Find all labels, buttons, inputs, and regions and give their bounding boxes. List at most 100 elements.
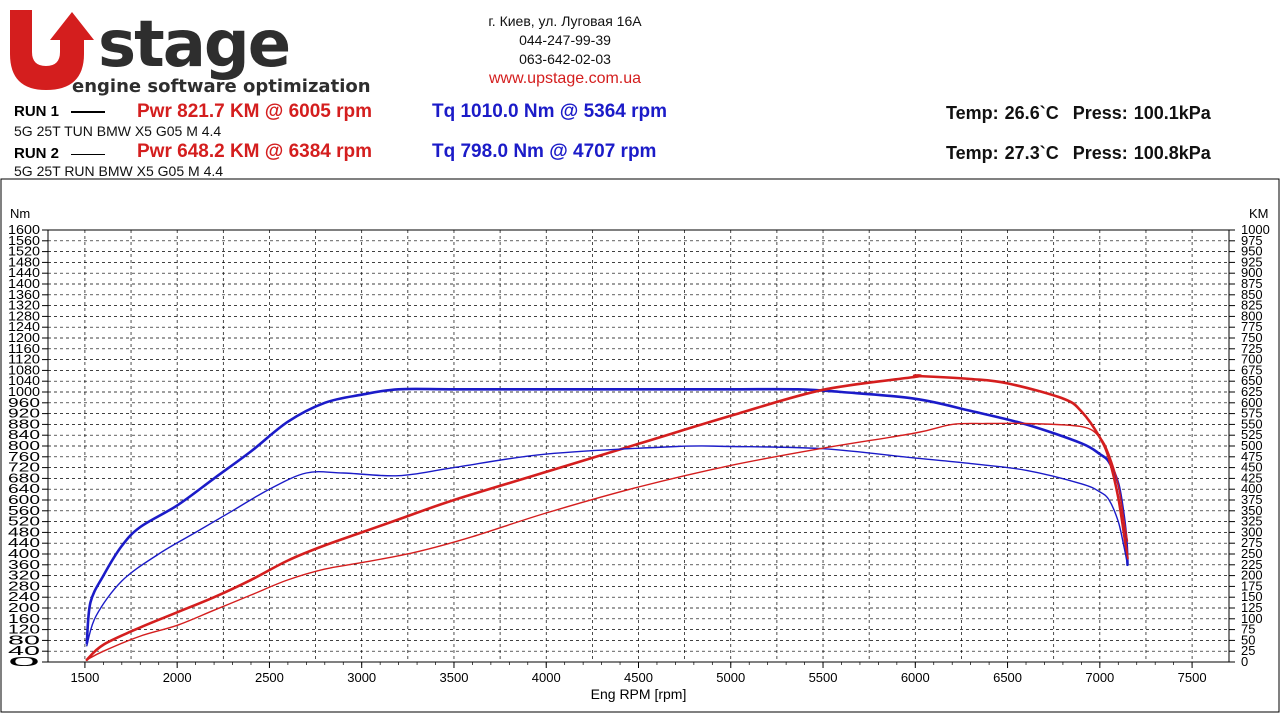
- y-right-tick-label: 825: [1241, 299, 1263, 313]
- run1-temp: Temp: 26.6`C: [946, 103, 1059, 123]
- y-left-tick-label: 1560: [8, 234, 40, 248]
- run1-torque: Tq 1010.0 Nm @ 5364 rpm: [432, 101, 668, 122]
- y-left-tick-label: 1600: [8, 223, 40, 237]
- y-right-tick-label: 675: [1241, 363, 1263, 377]
- run2-description: 5G 25T RUN BMW X5 G05 M 4.4: [14, 163, 224, 179]
- run2-power: Pwr 648.2 KM @ 6384 rpm: [137, 141, 373, 162]
- run1-torque-curve: [85, 387, 1129, 645]
- y-right-tick-label: 100: [1241, 612, 1263, 626]
- y-left-tick-label: 520: [8, 515, 40, 529]
- y-left-tick-label: 80: [8, 633, 40, 647]
- y-right-tick-label: 150: [1241, 590, 1263, 604]
- x-tick-label: 3000: [347, 670, 376, 685]
- y-left-tick-label: 320: [8, 569, 40, 583]
- y-right-tick-label: 975: [1241, 234, 1263, 248]
- y-left-tick-label: 800: [8, 439, 40, 453]
- y-left-tick-label: 1000: [8, 385, 40, 399]
- y-left-tick-label: 1480: [8, 255, 40, 269]
- run2-line-sample: [71, 153, 106, 155]
- y-left-tick-label: 160: [8, 612, 40, 626]
- y-right-tick-label: 0: [1241, 655, 1248, 669]
- x-tick-label: 7000: [1085, 670, 1114, 685]
- y-left-tick-label: 640: [8, 482, 40, 496]
- y-left-tick-label: 600: [8, 493, 40, 507]
- run2-label: RUN 2: [14, 145, 60, 162]
- y-left-tick-label: 720: [8, 461, 40, 475]
- y-right-tick-label: 50: [1241, 633, 1255, 647]
- run2-legend: RUN 2: [14, 145, 113, 162]
- x-tick-label: 5000: [716, 670, 745, 685]
- y-right-tick-label: 900: [1241, 266, 1263, 280]
- y-right-tick-label: 575: [1241, 407, 1263, 421]
- y-left-tick-label: 0: [8, 655, 40, 669]
- y-right-tick-label: 425: [1241, 471, 1263, 485]
- y-left-tick-label: 480: [8, 525, 40, 539]
- y-left-tick-label: 1080: [8, 363, 40, 377]
- y-left-tick-label: 1160: [8, 342, 40, 356]
- y-right-tick-label: 275: [1241, 536, 1263, 550]
- y-left-tick-label: 1400: [8, 277, 40, 291]
- y-left-tick-label: 840: [8, 428, 40, 442]
- y-left-tick-label: 680: [8, 471, 40, 485]
- y-right-tick-label: 950: [1241, 245, 1263, 259]
- chart-axes: [42, 229, 1235, 668]
- y-left-tick-label: 1440: [8, 266, 40, 280]
- y-left-tick-label: 40: [8, 644, 40, 658]
- y-right-tick-label: 875: [1241, 277, 1263, 291]
- y-left-tick-label: 1360: [8, 288, 40, 302]
- logo-tagline: engine software optimization: [72, 76, 371, 96]
- y-left-tick-label: 920: [8, 407, 40, 421]
- x-tick-label: 1500: [70, 670, 99, 685]
- y-right-tick-label: 350: [1241, 504, 1263, 518]
- run2-temp: Temp: 27.3`C: [946, 143, 1059, 163]
- y-right-tick-label: 750: [1241, 331, 1263, 345]
- x-tick-label: 6000: [901, 670, 930, 685]
- y-left-tick-label: 1320: [8, 299, 40, 313]
- y-left-title: Nm: [10, 206, 30, 221]
- dyno-chart: 1500 2000 2500 3000 3500 4000 4500 5000 5500 6000…: [0, 178, 1280, 713]
- y-left-tick-label: 760: [8, 450, 40, 464]
- run1-label: RUN 1: [14, 103, 60, 120]
- x-tick-label: 2000: [163, 670, 192, 685]
- run1-description: 5G 25T TUN BMW X5 G05 M 4.4: [14, 123, 222, 139]
- y-right-tick-label: 25: [1241, 644, 1255, 658]
- y-right-tick-label: 725: [1241, 342, 1263, 356]
- chart-curves: [85, 374, 1129, 662]
- y-right-tick-label: 225: [1241, 558, 1263, 572]
- y-right-title: KM: [1249, 206, 1269, 221]
- y-left-tick-label: 1240: [8, 320, 40, 334]
- y-right-tick-label: 775: [1241, 320, 1263, 334]
- y-right-tick-label: 650: [1241, 374, 1263, 388]
- run2-conditions: Temp: 27.3`C Press: 100.8kPa: [946, 143, 1211, 164]
- y-right-tick-label: 125: [1241, 601, 1263, 615]
- y-left-tick-label: 560: [8, 504, 40, 518]
- x-tick-label: 6500: [993, 670, 1022, 685]
- y-right-tick-label: 700: [1241, 353, 1263, 367]
- run2-press: Press: 100.8kPa: [1072, 143, 1211, 163]
- x-tick-label: 5500: [809, 670, 838, 685]
- svg-text:stage: stage: [98, 8, 289, 82]
- x-tick-label: 3500: [440, 670, 469, 685]
- y-left-tick-label: 120: [8, 623, 40, 637]
- y-left-tick-label: 1120: [8, 353, 40, 367]
- run2-power-curve: [86, 422, 1129, 661]
- y-right-tick-label: 500: [1241, 439, 1263, 453]
- chart-grid: [48, 229, 1229, 663]
- y-left-tick-label: 280: [8, 579, 40, 593]
- y-left-tick-label: 1520: [8, 245, 40, 259]
- x-tick-label: 2500: [255, 670, 284, 685]
- y-right-tick-label: 550: [1241, 417, 1263, 431]
- contact-block: г. Киев, ул. Луговая 16А 044-247-99-39 0…: [440, 12, 690, 88]
- y-right-tick-label: 75: [1241, 623, 1255, 637]
- website-link[interactable]: www.upstage.com.ua: [488, 70, 642, 87]
- y-right-tick-label: 300: [1241, 525, 1263, 539]
- y-right-tick-label: 175: [1241, 579, 1263, 593]
- address: г. Киев, ул. Луговая 16А: [488, 13, 642, 29]
- run1-power: Pwr 821.7 KM @ 6005 rpm: [137, 101, 373, 122]
- x-tick-label: 4500: [624, 670, 653, 685]
- x-tick-label: 4000: [532, 670, 561, 685]
- phone-2: 063-642-02-03: [519, 51, 611, 67]
- run1-line-sample: [71, 111, 106, 114]
- run1-legend: RUN 1: [14, 103, 113, 120]
- y-right-tick-label: 625: [1241, 385, 1263, 399]
